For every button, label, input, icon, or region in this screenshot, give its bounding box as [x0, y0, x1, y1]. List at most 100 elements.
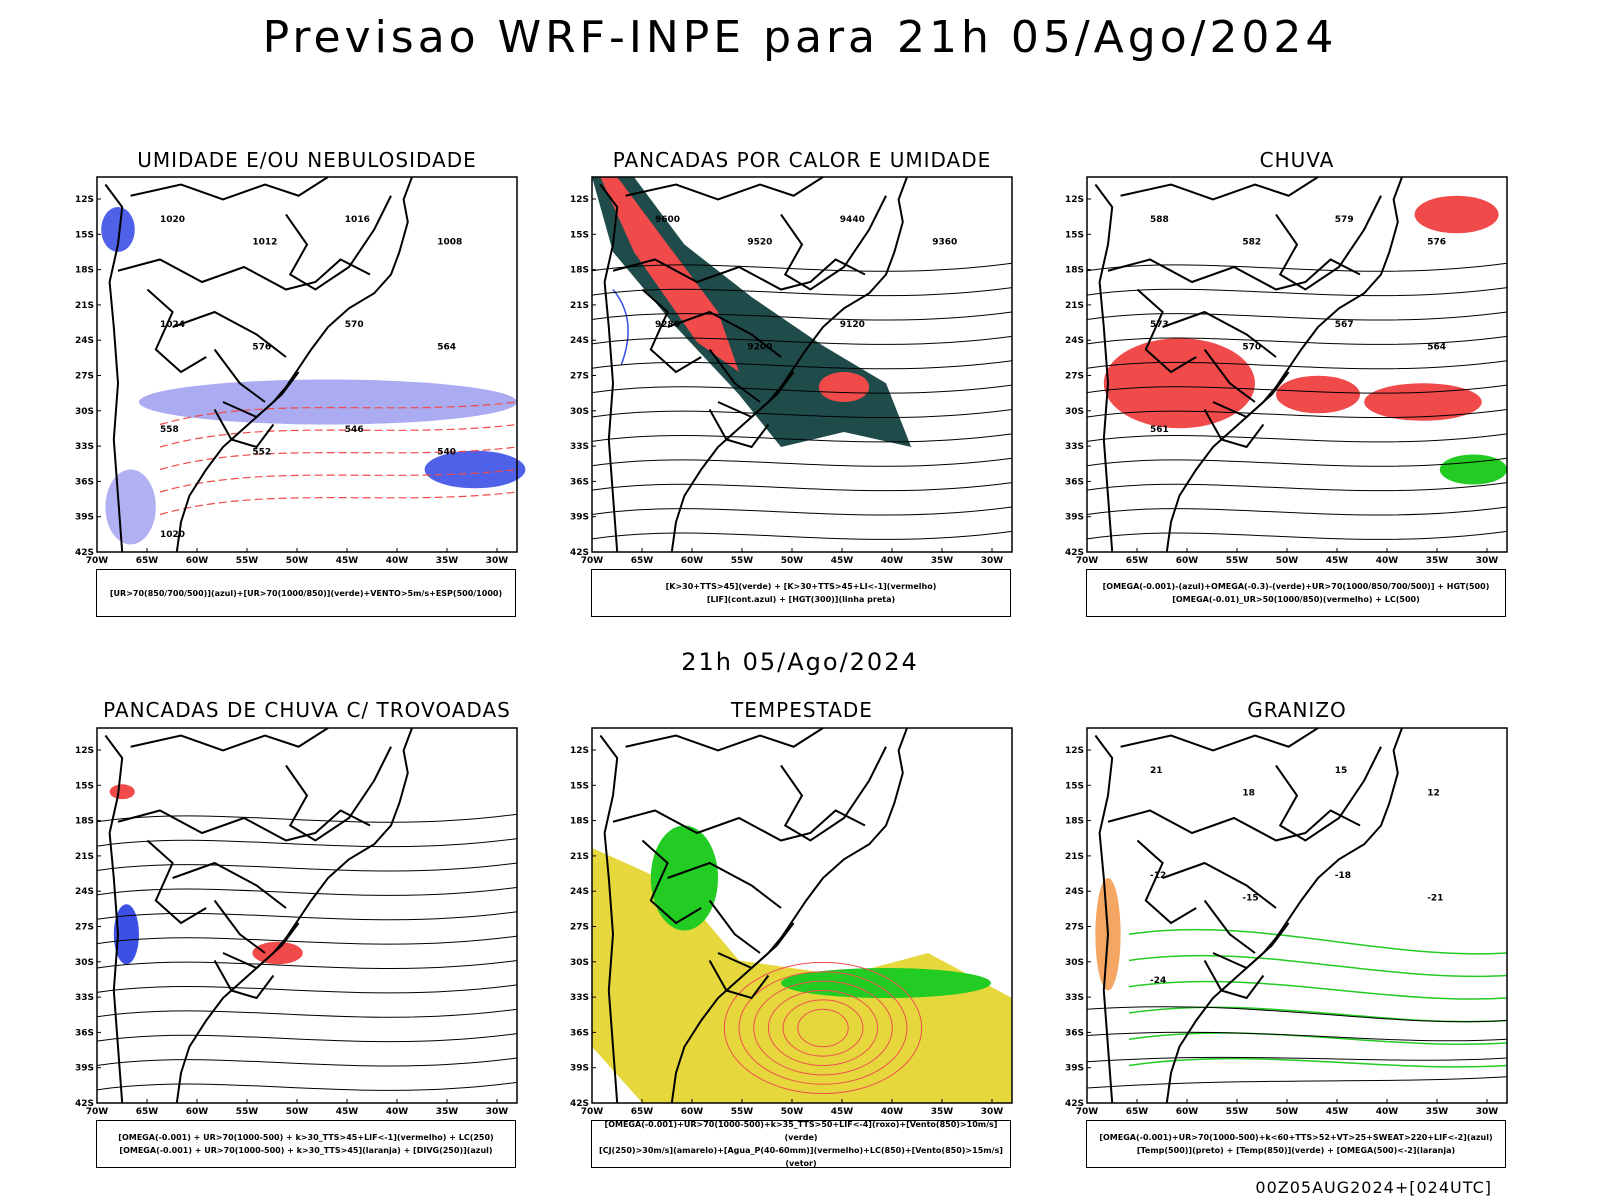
lon-label: 65W	[1126, 556, 1149, 566]
country-border	[285, 746, 392, 842]
legend-line: [OMEGA(-0.001)+UR>70(1000-500)+k>35_TTS>…	[604, 1120, 998, 1142]
country-border	[130, 176, 329, 201]
lon-label: 65W	[136, 1107, 159, 1117]
temp500-contour	[1086, 1031, 1508, 1042]
streamline	[96, 1008, 518, 1018]
lat-label: 27S	[570, 372, 589, 382]
lat-label: 30S	[1065, 407, 1084, 417]
lat-label: 15S	[570, 230, 589, 240]
streamline	[591, 384, 1013, 394]
lon-label: 65W	[1126, 1107, 1149, 1117]
country-border	[667, 861, 782, 909]
coastline	[670, 176, 908, 553]
contour-label: 540	[437, 448, 456, 458]
lon-label: 50W	[1276, 556, 1299, 566]
humidity-area	[105, 469, 156, 545]
streamline	[1086, 360, 1508, 370]
country-border	[1275, 195, 1382, 291]
legend-line: [Temp(500)](preto) + [Temp(850)](verde) …	[1136, 1146, 1456, 1155]
country-border	[213, 409, 275, 449]
contour-label: 564	[1427, 343, 1446, 353]
lat-label: 24S	[75, 887, 94, 897]
contour-label: 9600	[655, 215, 680, 225]
contour-label: 546	[345, 425, 364, 435]
lat-label: 24S	[570, 887, 589, 897]
lat-label: 30S	[75, 958, 94, 968]
country-border	[1203, 899, 1256, 954]
map-content	[96, 727, 518, 1104]
lat-label: 15S	[1065, 230, 1084, 240]
country-border	[1107, 258, 1361, 291]
country-border	[1203, 960, 1265, 1000]
streamline	[1086, 384, 1508, 394]
streamline	[1086, 482, 1508, 492]
streamline	[1086, 311, 1508, 321]
country-border	[612, 809, 866, 842]
lon-label: 30W	[1476, 556, 1499, 566]
temp500-contour	[1086, 1006, 1508, 1023]
streamline	[96, 911, 518, 921]
rain-area	[1276, 375, 1360, 414]
lon-label: 60W	[186, 556, 209, 566]
lat-label: 39S	[75, 1064, 94, 1074]
thunder-area	[109, 784, 135, 800]
country-border	[708, 409, 770, 449]
country-border	[213, 348, 266, 403]
lat-label: 27S	[570, 923, 589, 933]
country-border	[625, 727, 824, 752]
country-border	[641, 839, 702, 925]
contour-label: 576	[252, 343, 271, 353]
contour-label: 561	[1150, 425, 1169, 435]
lat-label: 36S	[1065, 477, 1084, 487]
lon-label: 40W	[1376, 556, 1399, 566]
legend-line: [UR>70(850/700/500)](azul)+[UR>70(1000/8…	[109, 588, 503, 598]
legend-box: [K>30+TTS>45](verde) + [K>30+TTS>45+LI<-…	[591, 569, 1011, 617]
map-content: 1020 1012 1016 1008 1024 576 570 564 558 552 546 54…	[101, 176, 526, 553]
streamline	[591, 409, 1013, 419]
coastline	[104, 734, 124, 1104]
lon-label: 35W	[436, 1107, 459, 1117]
lat-label: 24S	[1065, 336, 1084, 346]
streamline	[1086, 530, 1508, 540]
lon-label: 45W	[831, 1107, 854, 1117]
country-border	[213, 960, 275, 1000]
lat-label: 39S	[570, 1064, 589, 1074]
lat-label: 18S	[75, 266, 94, 276]
legend-box: [OMEGA(-0.001) + UR>70(1000-500) + k>30_…	[96, 1120, 516, 1168]
panel-title: TEMPESTADE	[731, 698, 873, 722]
lat-label: 42S	[1065, 548, 1084, 558]
country-border	[1275, 746, 1382, 842]
humidity-area	[424, 450, 526, 489]
lat-label: 39S	[75, 513, 94, 523]
map-frame	[591, 727, 1013, 1104]
country-border	[1120, 176, 1319, 201]
lon-label: 45W	[831, 556, 854, 566]
lon-label: 45W	[336, 556, 359, 566]
contour-label: -15	[1242, 894, 1258, 904]
country-border	[146, 839, 207, 925]
lat-label: 39S	[570, 513, 589, 523]
panel-title: UMIDADE E/OU NEBULOSIDADE	[137, 148, 477, 172]
panel-title: PANCADAS POR CALOR E UMIDADE	[612, 148, 992, 172]
lon-label: 50W	[781, 556, 804, 566]
thickness-contour	[159, 401, 518, 426]
lat-label: 30S	[75, 407, 94, 417]
lat-label: 15S	[1065, 781, 1084, 791]
lon-label: 30W	[981, 1107, 1004, 1117]
rain-area	[1439, 454, 1507, 485]
streamline	[96, 838, 518, 848]
country-border	[213, 899, 266, 954]
lat-label: 33S	[570, 442, 589, 452]
contour-label: -18	[1335, 871, 1351, 881]
water-contour	[767, 990, 879, 1066]
map-frame	[1086, 176, 1508, 553]
contour-label: 9360	[932, 238, 957, 248]
temp500-contour	[1086, 1056, 1508, 1063]
country-border	[130, 727, 329, 752]
legend-line: [OMEGA(-0.001) + UR>70(1000-500) + k>30_…	[118, 1133, 494, 1142]
streamline	[1086, 262, 1508, 272]
thickness-contour	[159, 423, 518, 448]
legend-line: [CJ(250)>30m/s](amarelo)+[Agua_P(40-60mm…	[599, 1146, 1003, 1168]
lat-label: 18S	[1065, 266, 1084, 276]
